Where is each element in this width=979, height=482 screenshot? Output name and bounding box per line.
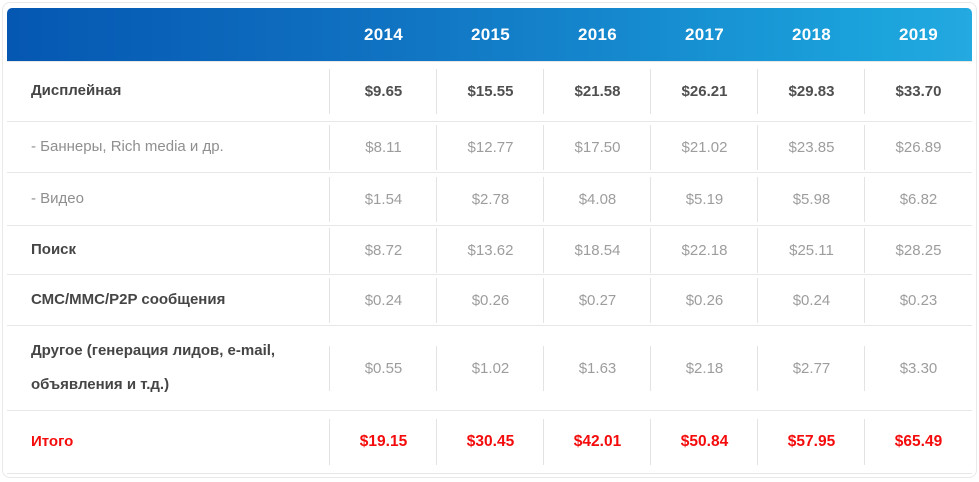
table-row-sms: СМС/ММС/P2P сообщения $0.24 $0.26 $0.27 … bbox=[7, 274, 972, 325]
value-cell: $1.63 bbox=[543, 345, 651, 391]
value-cell: $0.55 bbox=[329, 345, 437, 391]
value-cell: $13.62 bbox=[436, 227, 544, 273]
row-label: - Видео bbox=[31, 189, 84, 207]
value-cell: $5.19 bbox=[650, 176, 758, 222]
row-label: СМС/ММС/P2P сообщения bbox=[31, 290, 226, 308]
column-header-2017: 2017 bbox=[684, 24, 725, 44]
value-cell: $29.83 bbox=[757, 69, 865, 114]
value-cell: $26.89 bbox=[864, 124, 972, 170]
value-cell: $19.15 bbox=[329, 419, 437, 465]
value-cell: $23.85 bbox=[757, 124, 865, 170]
row-label: Поиск bbox=[31, 240, 77, 258]
value-cell: $4.08 bbox=[543, 176, 651, 222]
row-label: Итого bbox=[31, 432, 74, 450]
column-header-2016: 2016 bbox=[577, 24, 618, 44]
table-row-banners: - Баннеры, Rich media и др. $8.11 $12.77… bbox=[7, 121, 972, 172]
value-cell: $50.84 bbox=[650, 419, 758, 465]
value-cell: $57.95 bbox=[757, 419, 865, 465]
column-header-2015: 2015 bbox=[470, 24, 511, 44]
table-row-display: Дисплейная $9.65 $15.55 $21.58 $26.21 $2… bbox=[7, 61, 972, 121]
value-cell: $17.50 bbox=[543, 124, 651, 170]
row-label: - Баннеры, Rich media и др. bbox=[31, 137, 224, 155]
value-cell: $65.49 bbox=[864, 419, 972, 465]
value-cell: $2.18 bbox=[650, 345, 758, 391]
column-header-2019: 2019 bbox=[898, 24, 939, 44]
value-cell: $6.82 bbox=[864, 176, 972, 222]
value-cell: $8.72 bbox=[329, 227, 437, 273]
value-cell: $28.25 bbox=[864, 227, 972, 273]
value-cell: $15.55 bbox=[436, 69, 544, 114]
value-cell: $25.11 bbox=[757, 227, 865, 273]
column-header-2014: 2014 bbox=[363, 24, 404, 44]
row-label: Другое (генерация лидов, e-mail, объявле… bbox=[31, 341, 276, 394]
value-cell: $0.23 bbox=[864, 277, 972, 323]
value-cell: $1.54 bbox=[329, 176, 437, 222]
value-cell: $33.70 bbox=[864, 69, 972, 114]
value-cell: $21.02 bbox=[650, 124, 758, 170]
value-cell: $21.58 bbox=[543, 69, 651, 114]
table-row-search: Поиск $8.72 $13.62 $18.54 $22.18 $25.11 … bbox=[7, 225, 972, 274]
table-header-row: 2014 2015 2016 2017 2018 2019 bbox=[7, 8, 972, 61]
value-cell: $5.98 bbox=[757, 176, 865, 222]
value-cell: $9.65 bbox=[329, 69, 437, 114]
table-row-total: Итого $19.15 $30.45 $42.01 $50.84 $57.95… bbox=[7, 410, 972, 474]
value-cell: $12.77 bbox=[436, 124, 544, 170]
value-cell: $18.54 bbox=[543, 227, 651, 273]
table-row-video: - Видео $1.54 $2.78 $4.08 $5.19 $5.98 $6… bbox=[7, 172, 972, 225]
value-cell: $0.24 bbox=[757, 277, 865, 323]
value-cell: $8.11 bbox=[329, 124, 437, 170]
value-cell: $1.02 bbox=[436, 345, 544, 391]
column-header-2018: 2018 bbox=[791, 24, 832, 44]
value-cell: $0.26 bbox=[436, 277, 544, 323]
value-cell: $22.18 bbox=[650, 227, 758, 273]
value-cell: $2.78 bbox=[436, 176, 544, 222]
table-row-other: Другое (генерация лидов, e-mail, объявле… bbox=[7, 325, 972, 410]
value-cell: $26.21 bbox=[650, 69, 758, 114]
value-cell: $30.45 bbox=[436, 419, 544, 465]
row-label: Дисплейная bbox=[31, 82, 122, 100]
value-cell: $0.27 bbox=[543, 277, 651, 323]
value-cell: $42.01 bbox=[543, 419, 651, 465]
value-cell: $0.26 bbox=[650, 277, 758, 323]
value-cell: $2.77 bbox=[757, 345, 865, 391]
value-cell: $3.30 bbox=[864, 345, 972, 391]
value-cell: $0.24 bbox=[329, 277, 437, 323]
